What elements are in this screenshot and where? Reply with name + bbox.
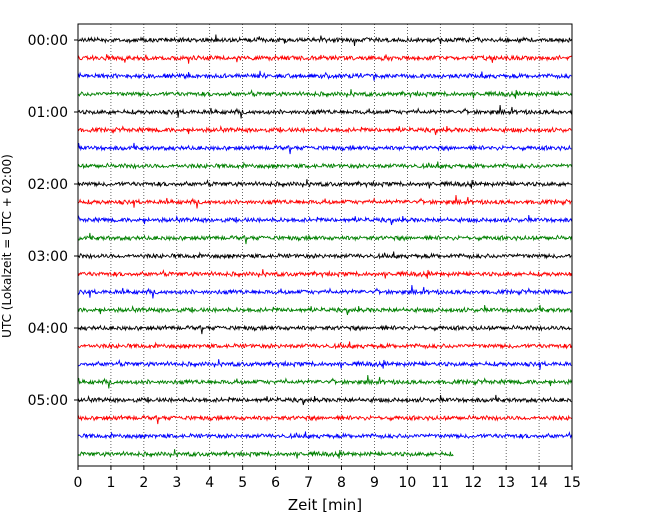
y-tick-label: 05:00 [28,393,68,409]
trace-row [77,104,572,119]
trace-row [77,232,572,245]
trace-row [77,341,572,350]
x-axis: 0 1 2 3 4 5 6 7 8 9 10 11 12 13 14 15 [74,466,581,491]
x-tick-label: 8 [337,475,346,491]
x-tick-label: 12 [464,475,482,491]
y-axis-label: UTC (Lokalzeit = UTC + 02:00) [0,154,14,338]
trace-row [77,304,572,316]
x-tick-label: 0 [74,475,83,491]
y-tick-label: 04:00 [28,321,68,337]
trace-row [77,358,572,370]
x-tick-label: 11 [431,475,449,491]
trace-row [77,324,572,335]
trace-row [77,161,572,170]
x-tick-label: 9 [370,475,379,491]
y-tick-label: 00:00 [28,33,68,49]
trace-row [77,284,572,299]
x-axis-label: Zeit [min] [288,496,362,514]
trace-row [77,449,454,459]
x-tick-label: 2 [139,475,148,491]
x-tick-label: 3 [172,475,181,491]
trace-row [77,251,572,260]
trace-row [77,374,572,389]
y-axis: 00:00 01:00 02:00 03:00 04:00 05:00 [28,33,78,409]
trace-row [77,194,572,209]
y-tick-label: 02:00 [28,177,68,193]
x-tick-label: 1 [106,475,115,491]
trace-row [77,70,572,81]
y-tick-label: 01:00 [28,105,68,121]
y-tick-label: 03:00 [28,249,68,265]
x-tick-label: 14 [530,475,548,491]
trace-row [77,178,572,189]
trace-row [77,214,572,226]
trace-row [77,88,572,99]
seismic-traces [77,34,572,459]
trace-row [77,125,572,136]
x-tick-label: 15 [563,475,581,491]
trace-row [77,142,572,155]
x-tick-label: 5 [238,475,247,491]
x-tick-label: 10 [398,475,416,491]
x-tick-label: 7 [304,475,313,491]
x-tick-label: 4 [205,475,214,491]
trace-row [77,268,572,279]
trace-row [77,54,572,64]
trace-row [77,394,572,406]
trace-row [77,430,572,440]
trace-row [77,34,572,46]
plot-frame [77,23,573,467]
x-tick-label: 13 [497,475,515,491]
x-tick-label: 6 [271,475,280,491]
trace-row [77,414,572,425]
